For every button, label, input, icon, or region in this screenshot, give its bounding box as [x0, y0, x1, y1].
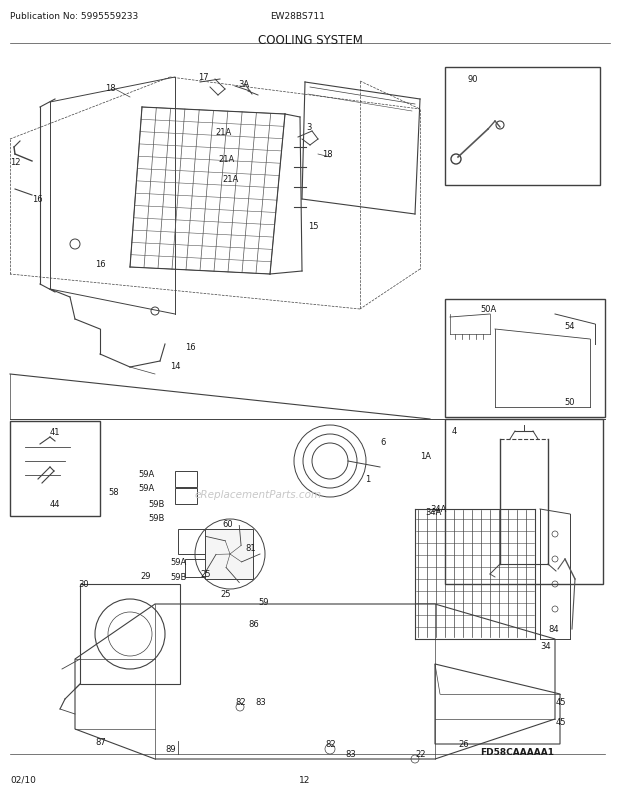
- Text: 45: 45: [556, 717, 567, 726]
- Text: COOLING SYSTEM: COOLING SYSTEM: [257, 34, 363, 47]
- Text: 16: 16: [185, 342, 196, 351]
- Text: 82: 82: [325, 739, 335, 748]
- Text: 1A: 1A: [420, 452, 431, 460]
- Text: 3A: 3A: [238, 80, 249, 89]
- Text: 21A: 21A: [222, 175, 238, 184]
- Bar: [205, 529, 253, 579]
- Bar: [80, 585, 180, 684]
- Text: 25: 25: [220, 589, 231, 598]
- Bar: [175, 472, 197, 488]
- Text: 58: 58: [108, 488, 118, 496]
- Text: 54: 54: [564, 322, 575, 330]
- Bar: [175, 488, 197, 504]
- Text: 59A: 59A: [138, 484, 154, 492]
- Bar: [445, 419, 603, 585]
- Text: 82: 82: [235, 697, 246, 706]
- Text: eReplacementParts.com: eReplacementParts.com: [195, 489, 322, 500]
- Text: 90: 90: [468, 75, 479, 84]
- Text: 25: 25: [200, 569, 211, 578]
- Text: 45: 45: [556, 697, 567, 706]
- Bar: [10, 422, 100, 516]
- Text: 18: 18: [105, 84, 115, 93]
- Text: FD58CAAAAA1: FD58CAAAAA1: [480, 747, 554, 756]
- Text: 50: 50: [564, 398, 575, 407]
- Text: 4: 4: [452, 427, 458, 435]
- Text: EW28BS711: EW28BS711: [270, 12, 325, 21]
- Text: 84: 84: [548, 624, 559, 634]
- Text: 59A: 59A: [170, 557, 186, 566]
- Text: 34A: 34A: [425, 508, 441, 516]
- Bar: [185, 559, 207, 577]
- Text: 17: 17: [198, 73, 208, 82]
- Text: 3: 3: [306, 123, 311, 132]
- Text: 89: 89: [165, 744, 175, 753]
- Text: 87: 87: [95, 737, 106, 746]
- Bar: [178, 529, 206, 554]
- Text: 1: 1: [365, 475, 370, 484]
- Text: 16: 16: [95, 260, 105, 269]
- Bar: [445, 300, 605, 418]
- Text: 21A: 21A: [218, 155, 234, 164]
- Text: 34A: 34A: [430, 504, 446, 513]
- Text: 21A: 21A: [215, 128, 231, 137]
- Text: 59B: 59B: [148, 513, 164, 522]
- Text: 86: 86: [248, 619, 259, 628]
- Text: 6: 6: [380, 437, 386, 447]
- Text: 59A: 59A: [138, 469, 154, 479]
- Bar: [445, 68, 600, 186]
- Text: 30: 30: [78, 579, 89, 588]
- Text: 59: 59: [258, 597, 268, 606]
- Text: 16: 16: [32, 195, 43, 204]
- Text: 50A: 50A: [480, 305, 496, 314]
- Text: 41: 41: [50, 427, 60, 436]
- Text: 44: 44: [50, 500, 60, 508]
- Text: 60: 60: [222, 520, 232, 529]
- Text: 18: 18: [322, 150, 332, 159]
- Text: 59B: 59B: [170, 573, 187, 581]
- Text: 12: 12: [299, 775, 311, 784]
- Text: 14: 14: [170, 362, 180, 371]
- Text: 22: 22: [415, 749, 425, 758]
- Text: 34: 34: [540, 642, 551, 650]
- Text: 26: 26: [458, 739, 469, 748]
- Text: 29: 29: [140, 571, 151, 581]
- Text: 83: 83: [255, 697, 266, 706]
- Text: 12: 12: [10, 158, 20, 167]
- Text: Publication No: 5995559233: Publication No: 5995559233: [10, 12, 138, 21]
- Text: 83: 83: [345, 749, 356, 758]
- Text: 02/10: 02/10: [10, 775, 36, 784]
- Text: 59B: 59B: [148, 500, 164, 508]
- Text: 81: 81: [245, 543, 255, 553]
- Text: 15: 15: [308, 221, 319, 231]
